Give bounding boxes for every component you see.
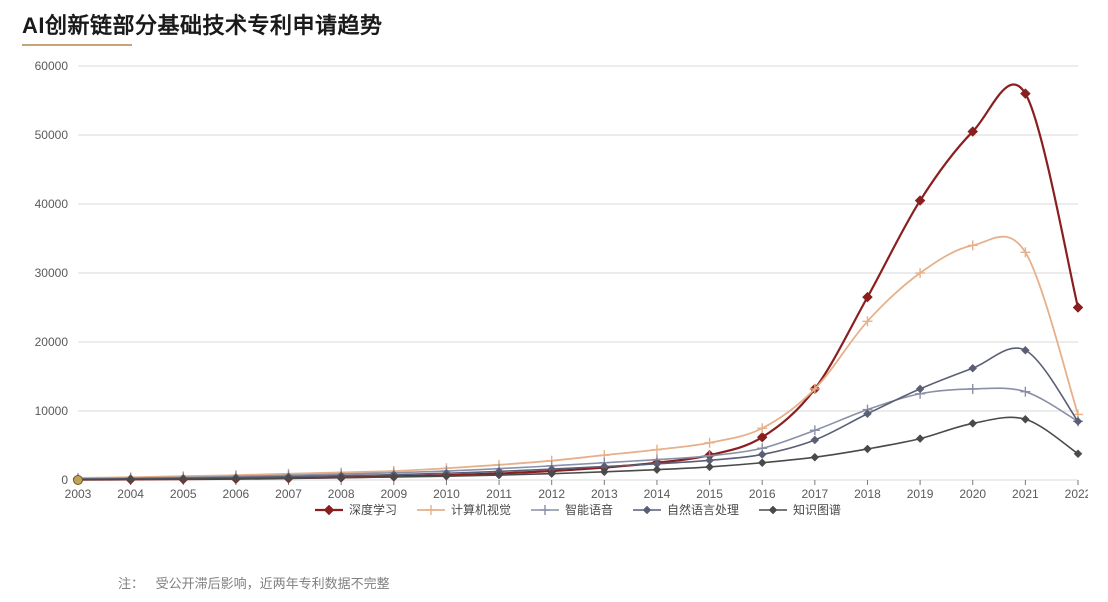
series-知识图谱 bbox=[74, 415, 1082, 483]
x-tick-label: 2010 bbox=[433, 487, 460, 501]
y-tick-label: 20000 bbox=[35, 335, 69, 349]
x-tick-label: 2006 bbox=[223, 487, 250, 501]
x-tick-label: 2012 bbox=[538, 487, 565, 501]
series-自然语言处理 bbox=[74, 346, 1082, 483]
x-tick-label: 2015 bbox=[696, 487, 723, 501]
footnote-label: 注： bbox=[118, 576, 144, 591]
legend-label: 深度学习 bbox=[349, 502, 397, 517]
x-tick-label: 2003 bbox=[65, 487, 92, 501]
title-underline bbox=[22, 44, 132, 46]
x-tick-label: 2007 bbox=[275, 487, 302, 501]
legend-label: 计算机视觉 bbox=[451, 502, 511, 517]
x-tick-label: 2014 bbox=[644, 487, 671, 501]
x-tick-label: 2022 bbox=[1065, 487, 1088, 501]
legend-label: 自然语言处理 bbox=[667, 502, 739, 517]
legend-label: 智能语音 bbox=[565, 502, 613, 517]
y-tick-label: 30000 bbox=[35, 266, 69, 280]
legend-label: 知识图谱 bbox=[793, 503, 841, 517]
x-tick-label: 2011 bbox=[486, 487, 512, 501]
x-tick-label: 2021 bbox=[1012, 487, 1039, 501]
y-tick-label: 0 bbox=[61, 473, 68, 487]
y-tick-label: 40000 bbox=[35, 197, 69, 211]
footnote: 注： 受公开滞后影响，近两年专利数据不完整 bbox=[118, 573, 390, 592]
x-tick-label: 2018 bbox=[854, 487, 881, 501]
legend: 深度学习 计算机视觉 智能语音 自然语言处理 知识图谱 bbox=[315, 502, 841, 517]
x-tick-label: 2016 bbox=[749, 487, 776, 501]
x-tick-label: 2005 bbox=[170, 487, 197, 501]
y-tick-label: 10000 bbox=[35, 404, 69, 418]
chart-title: AI创新链部分基础技术专利申请趋势 bbox=[22, 8, 383, 40]
y-tick-label: 50000 bbox=[35, 128, 69, 142]
x-tick-label: 2008 bbox=[328, 487, 355, 501]
series-计算机视觉 bbox=[73, 237, 1083, 483]
x-tick-label: 2013 bbox=[591, 487, 618, 501]
chart-container: 0 10000 20000 30000 40000 50000 60000 2003 2004 2… bbox=[20, 52, 1088, 542]
line-chart: 0 10000 20000 30000 40000 50000 60000 2003 2004 2… bbox=[20, 52, 1088, 542]
x-tick-label: 2004 bbox=[117, 487, 144, 501]
y-tick-label: 60000 bbox=[35, 59, 69, 73]
x-tick-label: 2017 bbox=[801, 487, 828, 501]
x-tick-label: 2020 bbox=[959, 487, 986, 501]
series-深度学习 bbox=[73, 85, 1083, 485]
x-tick-label: 2019 bbox=[907, 487, 934, 501]
x-tick-label: 2009 bbox=[380, 487, 407, 501]
footnote-text: 受公开滞后影响，近两年专利数据不完整 bbox=[156, 576, 390, 591]
